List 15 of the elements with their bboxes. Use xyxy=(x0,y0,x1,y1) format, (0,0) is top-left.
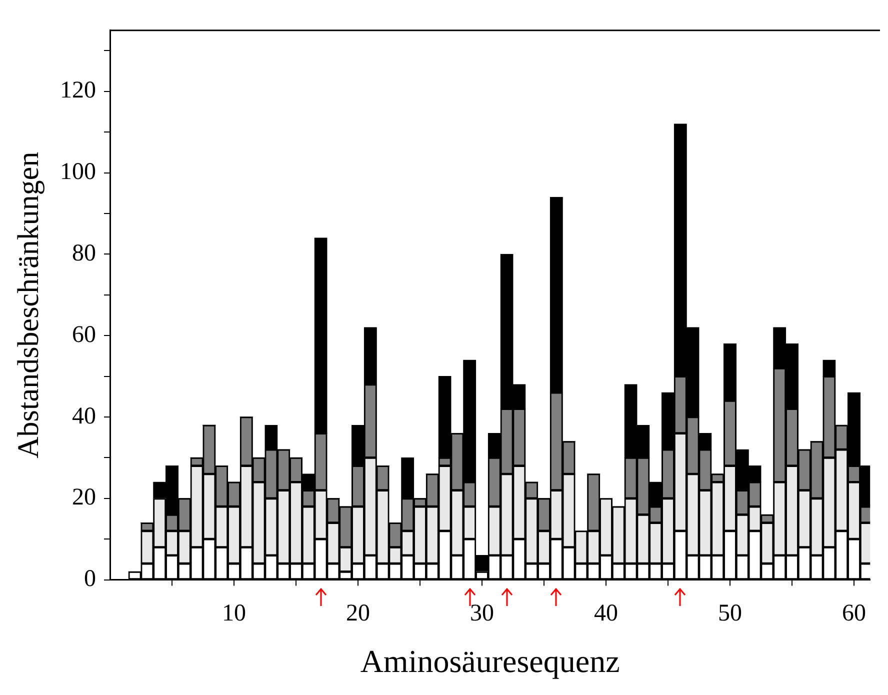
x-axis-title: Aminosäuresequenz xyxy=(360,643,620,680)
x-tick-label: 10 xyxy=(222,600,246,626)
y-tick-label: 40 xyxy=(72,403,96,430)
y-tick-label: 100 xyxy=(60,159,96,186)
x-tick-label: 30 xyxy=(470,600,494,626)
y-axis-title: Abstandsbeschränkungen xyxy=(12,152,45,458)
y-tick-label: 80 xyxy=(72,240,96,267)
x-tick-label: 60 xyxy=(842,600,866,626)
x-tick-label: 40 xyxy=(594,600,618,626)
y-tick-label: 60 xyxy=(72,322,96,348)
x-tick-label: 50 xyxy=(718,600,742,626)
y-tick-label: 20 xyxy=(72,484,96,511)
y-tick-label: 120 xyxy=(60,78,96,104)
x-tick-label: 20 xyxy=(346,600,370,626)
y-tick-label: 0 xyxy=(84,566,96,592)
